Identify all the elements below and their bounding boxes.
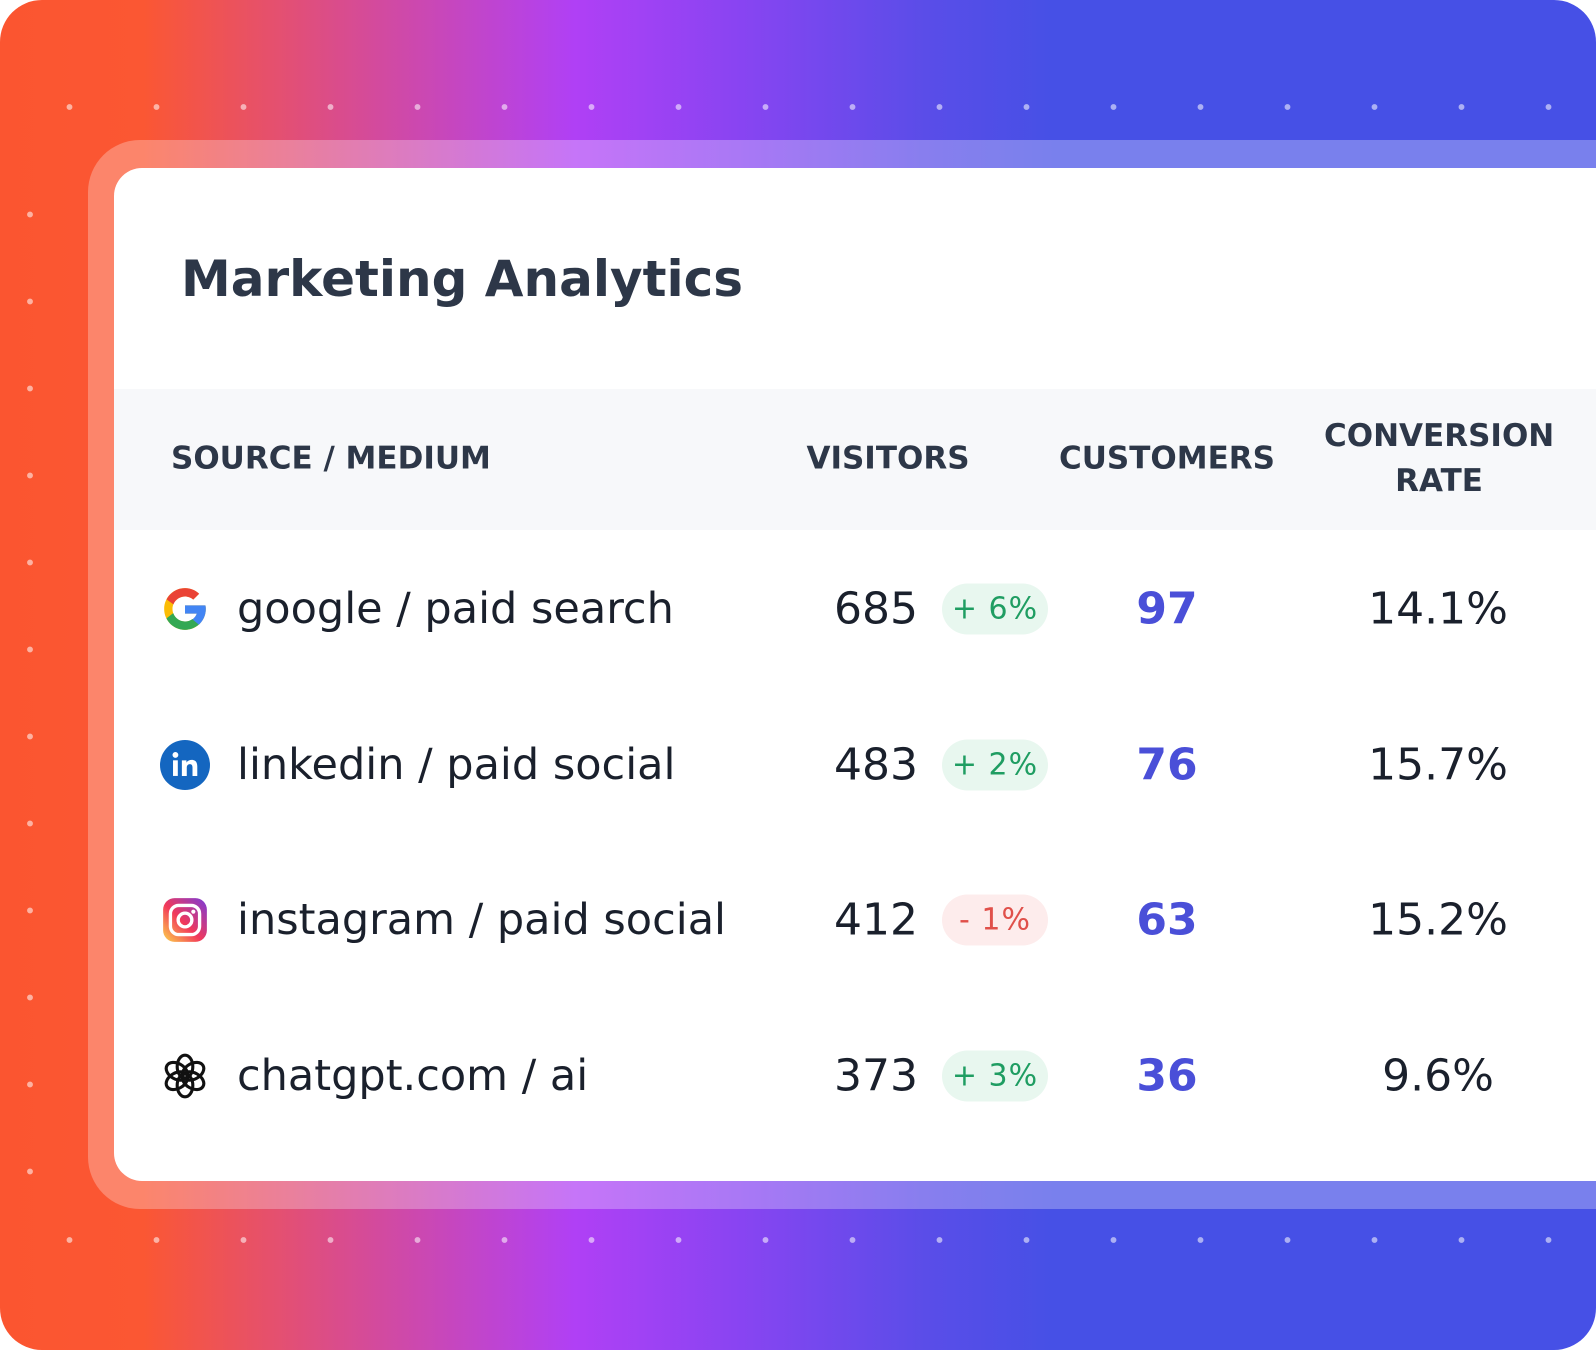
customers: 63 [1136, 894, 1198, 946]
table-header [114, 389, 1596, 530]
conversion-rate: 15.2% [1368, 894, 1508, 946]
google-icon [164, 588, 206, 630]
change-badge: + 6% [942, 583, 1048, 635]
change-badge: + 3% [942, 1050, 1048, 1102]
dot-row [0, 103, 1596, 111]
instagram-icon [163, 898, 207, 942]
visitors: 685 [834, 583, 918, 635]
visitors: 412 [834, 894, 918, 946]
dot-row [0, 1236, 1596, 1244]
conversion-rate: 15.7% [1368, 739, 1508, 791]
source-medium: chatgpt.com / ai [237, 1051, 589, 1101]
analytics-card: Marketing Analytics [114, 168, 1596, 1181]
conversion-rate: 14.1% [1368, 583, 1508, 635]
source-medium: instagram / paid social [237, 895, 726, 945]
column-header: SOURCE / MEDIUM [171, 440, 491, 477]
change-badge: - 1% [942, 894, 1048, 946]
source-medium: google / paid search [237, 584, 674, 634]
customers: 36 [1136, 1050, 1198, 1102]
source-medium: linkedin / paid social [237, 740, 676, 790]
card-title: Marketing Analytics [181, 250, 744, 308]
column-header: VISITORS [806, 440, 970, 477]
column-header: CONVERSION RATE [1324, 418, 1555, 499]
chatgpt-icon [164, 1053, 206, 1099]
column-header: CUSTOMERS [1059, 440, 1275, 477]
conversion-rate: 9.6% [1382, 1050, 1494, 1102]
change-badge: + 2% [942, 739, 1048, 791]
customers: 76 [1136, 739, 1198, 791]
visitors: 483 [834, 739, 918, 791]
visitors: 373 [834, 1050, 918, 1102]
dot-column [26, 150, 34, 1210]
customers: 97 [1136, 583, 1198, 635]
linkedin-icon [160, 740, 210, 790]
